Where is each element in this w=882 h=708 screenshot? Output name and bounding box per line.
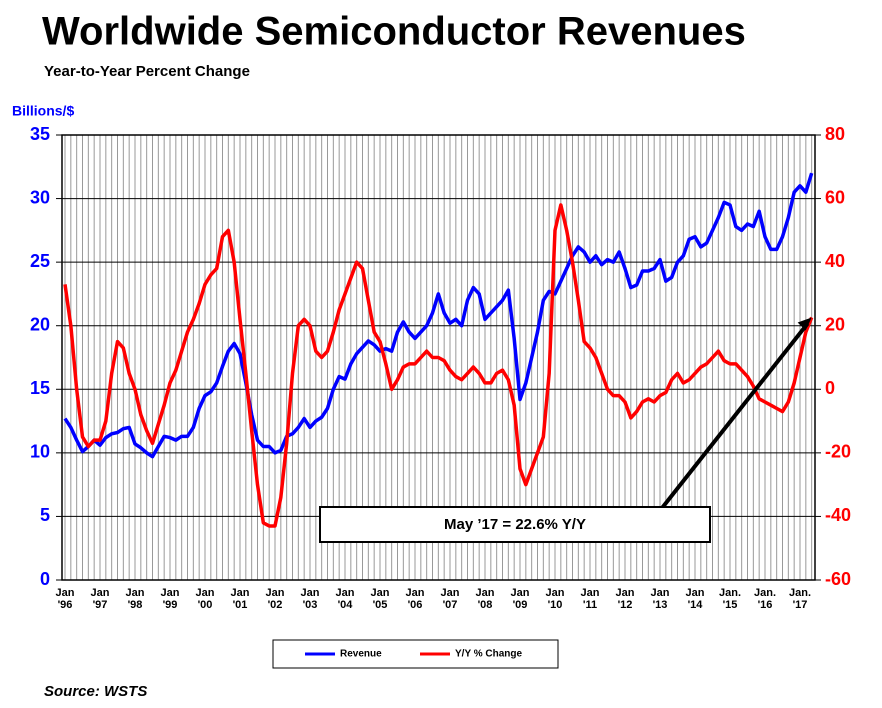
x-tick-label: Jan '96 (55, 587, 75, 611)
arrow-head (797, 317, 812, 331)
x-tick-label: Jan '08 (475, 587, 495, 611)
x-tick-label: Jan '03 (300, 587, 320, 611)
x-tick-label: Jan '07 (440, 587, 460, 611)
x-tick-label: Jan '00 (195, 587, 215, 611)
x-tick-label: Jan '99 (160, 587, 180, 611)
annotation-box (319, 506, 711, 543)
x-tick-label: Jan '05 (370, 587, 390, 611)
subtitle: Year-to-Year Percent Change (44, 63, 250, 80)
legend-label: Y/Y % Change (455, 649, 522, 660)
y2-tick-label: -60 (825, 569, 851, 589)
x-tick-label: Jan '97 (90, 587, 110, 611)
series-line (63, 172, 814, 459)
y-tick-label: 25 (30, 251, 50, 271)
y2-tick-label: -20 (825, 442, 851, 462)
x-tick-label: Jan '06 (405, 587, 425, 611)
y-axis-label: Billions/$ (12, 103, 74, 119)
y2-tick-label: 80 (825, 124, 845, 144)
y-tick-label: 10 (30, 442, 50, 462)
annotation-arrow (660, 322, 810, 510)
y-tick-label: 5 (40, 505, 50, 525)
x-tick-label: Jan. '16 (753, 587, 776, 611)
y-tick-label: 0 (40, 569, 50, 589)
source: Source: WSTS (44, 683, 147, 700)
x-tick-label: Jan. '15 (718, 587, 741, 611)
x-tick-label: Jan '09 (510, 587, 530, 611)
y2-tick-label: 60 (825, 187, 845, 207)
x-tick-label: Jan. '17 (788, 587, 811, 611)
legend-label: Revenue (340, 649, 382, 660)
y2-tick-label: 0 (825, 378, 835, 398)
x-tick-label: Jan '10 (545, 587, 565, 611)
y-tick-label: 20 (30, 314, 50, 334)
y-tick-label: 15 (30, 378, 50, 398)
x-tick-label: Jan '04 (335, 587, 355, 611)
y-tick-label: 30 (30, 187, 50, 207)
annotation: May ’17 = 22.6% Y/Y (444, 516, 586, 533)
series-line (63, 203, 814, 528)
chart-title: Worldwide Semiconductor Revenues (42, 10, 746, 54)
x-tick-label: Jan '01 (230, 587, 250, 611)
x-tick-label: Jan '12 (615, 587, 635, 611)
y2-tick-label: 40 (825, 251, 845, 271)
x-tick-label: Jan '02 (265, 587, 285, 611)
y2-tick-label: -40 (825, 505, 851, 525)
y-tick-label: 35 (30, 124, 50, 144)
x-tick-label: Jan '11 (580, 587, 600, 611)
x-tick-label: Jan '14 (685, 587, 705, 611)
x-tick-label: Jan '98 (125, 587, 145, 611)
x-tick-label: Jan '13 (650, 587, 670, 611)
y2-tick-label: 20 (825, 314, 845, 334)
plot-border (61, 134, 816, 581)
